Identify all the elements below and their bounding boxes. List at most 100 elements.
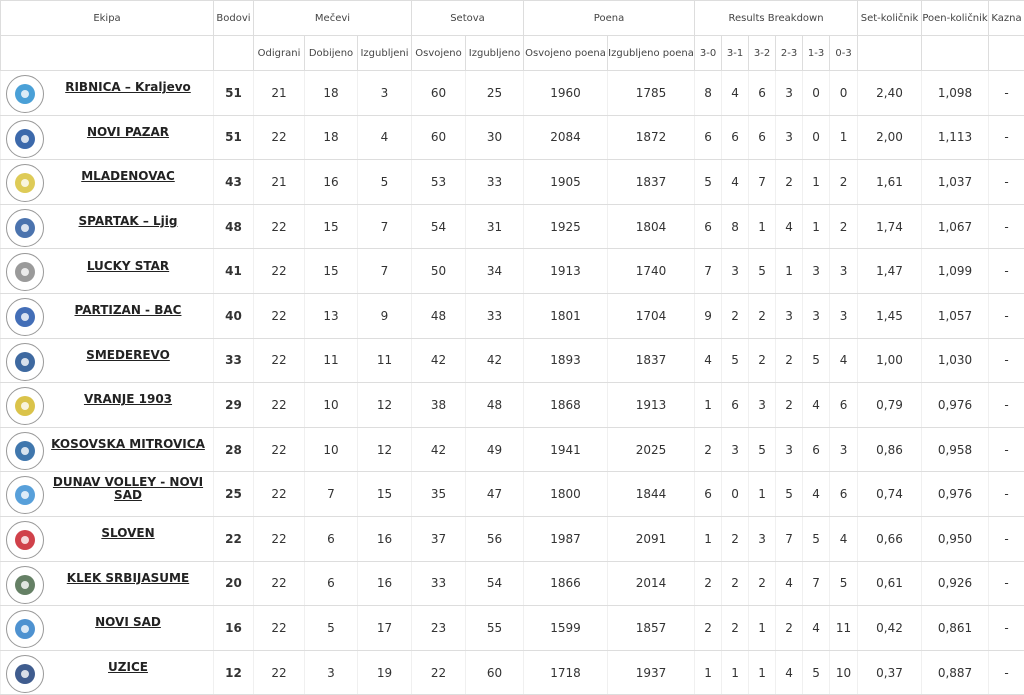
stat-cell: 56	[466, 516, 524, 561]
team-logo	[5, 297, 45, 337]
stat-cell: 23	[412, 606, 466, 651]
stat-cell: 5	[722, 338, 749, 383]
stat-cell: 4	[776, 204, 803, 249]
stat-cell: 1893	[524, 338, 608, 383]
stat-cell: 48	[412, 293, 466, 338]
stat-cell: 22	[254, 204, 305, 249]
stat-cell: 1718	[524, 650, 608, 695]
points: 28	[214, 427, 254, 472]
sub-header: 0-3	[830, 36, 858, 71]
stat-cell: 3	[803, 249, 830, 294]
stat-cell: 6	[803, 427, 830, 472]
stat-cell: 1704	[608, 293, 695, 338]
sub-header: Izgubljeni	[358, 36, 412, 71]
stat-cell: 0,86	[858, 427, 922, 472]
stat-cell: 8	[695, 71, 722, 116]
stat-cell: 22	[254, 516, 305, 561]
sub-header: 3-0	[695, 36, 722, 71]
team-name[interactable]: NOVI PAZAR	[49, 126, 207, 139]
stat-cell: 5	[749, 427, 776, 472]
stat-cell: 33	[466, 160, 524, 205]
stat-cell: 0	[803, 71, 830, 116]
stat-cell: 4	[776, 561, 803, 606]
stat-cell: 1,45	[858, 293, 922, 338]
stat-cell: 1	[695, 650, 722, 695]
stat-cell: 6	[749, 115, 776, 160]
stat-cell: 12	[358, 427, 412, 472]
stat-cell: 18	[305, 71, 358, 116]
team-name[interactable]: DUNAV VOLLEY - NOVI SAD	[49, 476, 207, 502]
points: 16	[214, 606, 254, 651]
stat-cell: 2	[749, 338, 776, 383]
team-name[interactable]: NOVI SAD	[49, 616, 207, 629]
team-name[interactable]: SMEDEREVO	[49, 349, 207, 362]
stat-cell: 2	[776, 383, 803, 428]
stat-cell: 22	[254, 383, 305, 428]
stat-cell: 1987	[524, 516, 608, 561]
team-name[interactable]: RIBNICA – Kraljevo	[49, 81, 207, 94]
team-cell: UZICE	[1, 650, 214, 695]
points: 41	[214, 249, 254, 294]
stat-cell: 2	[776, 606, 803, 651]
team-name[interactable]: VRANJE 1903	[49, 393, 207, 406]
team-name[interactable]: LUCKY STAR	[49, 260, 207, 273]
stat-cell: 0,37	[858, 650, 922, 695]
stat-cell: 22	[254, 293, 305, 338]
stat-cell: 1,00	[858, 338, 922, 383]
points: 33	[214, 338, 254, 383]
stat-cell: 1800	[524, 472, 608, 517]
stat-cell: 3	[830, 249, 858, 294]
stat-cell: 6	[830, 472, 858, 517]
team-name[interactable]: KLEK SRBIJASUME	[49, 572, 207, 585]
stat-cell: 1	[803, 204, 830, 249]
stat-cell: 3	[749, 516, 776, 561]
team-name[interactable]: SPARTAK – Ljig	[49, 215, 207, 228]
stat-cell: 4	[695, 338, 722, 383]
stat-cell: 10	[830, 650, 858, 695]
stat-cell: 2	[776, 338, 803, 383]
group-header: Results Breakdown	[695, 1, 858, 36]
stat-cell: 11	[305, 338, 358, 383]
points: 20	[214, 561, 254, 606]
stat-cell: -	[989, 427, 1024, 472]
team-cell: VRANJE 1903	[1, 383, 214, 428]
team-name[interactable]: PARTIZAN - BAC	[49, 304, 207, 317]
stat-cell: 22	[254, 606, 305, 651]
team-name[interactable]: MLADENOVAC	[49, 170, 207, 183]
stat-cell: 55	[466, 606, 524, 651]
stat-cell: 1937	[608, 650, 695, 695]
empty-header	[858, 36, 922, 71]
team-name[interactable]: SLOVEN	[49, 527, 207, 540]
stat-cell: 1	[749, 204, 776, 249]
team-name[interactable]: UZICE	[49, 661, 207, 674]
team-logo	[5, 654, 45, 694]
stat-cell: 15	[305, 204, 358, 249]
group-header: Poena	[524, 1, 695, 36]
sub-header: Osvojeno poena	[524, 36, 608, 71]
stat-cell: 1804	[608, 204, 695, 249]
sub-header: Izgubljeno	[466, 36, 524, 71]
team-name[interactable]: KOSOVSKA MITROVICA	[49, 438, 207, 451]
stat-cell: 7	[695, 249, 722, 294]
team-logo	[5, 431, 45, 471]
points: 29	[214, 383, 254, 428]
stat-cell: 2	[830, 204, 858, 249]
stat-cell: 9	[695, 293, 722, 338]
stat-cell: 16	[358, 516, 412, 561]
stat-cell: 22	[254, 650, 305, 695]
stat-cell: 1	[695, 383, 722, 428]
points: 12	[214, 650, 254, 695]
stat-cell: 6	[749, 71, 776, 116]
stat-cell: 4	[803, 383, 830, 428]
stat-cell: 60	[412, 115, 466, 160]
stat-cell: 18	[305, 115, 358, 160]
stat-cell: 2	[722, 606, 749, 651]
stat-cell: 0,42	[858, 606, 922, 651]
stat-cell: 0,66	[858, 516, 922, 561]
